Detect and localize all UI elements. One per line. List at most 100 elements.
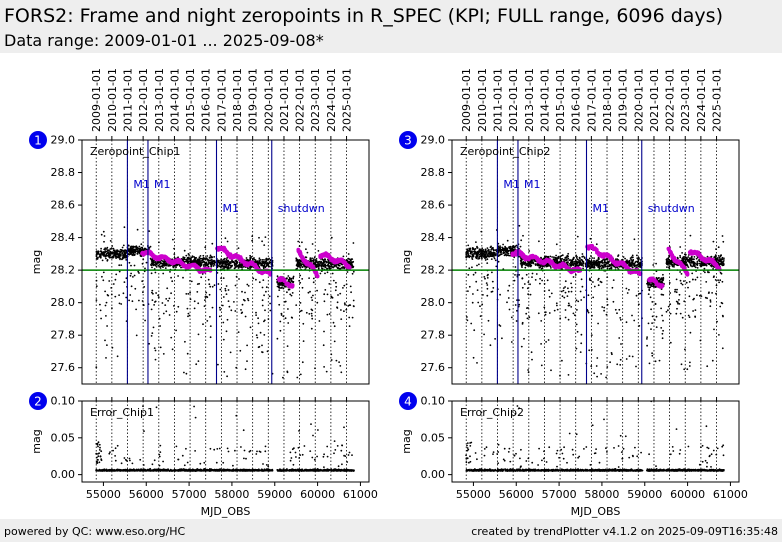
x-tick-label: 57000 bbox=[542, 488, 577, 501]
event-label: M1 bbox=[133, 178, 150, 191]
date-tick-label: 2012-01-01 bbox=[137, 68, 150, 132]
date-tick-label: 2022-01-01 bbox=[294, 68, 307, 132]
y-tick-label: 29.0 bbox=[421, 134, 446, 147]
date-tick-label: 2021-01-01 bbox=[278, 68, 291, 132]
y-tick-label: 27.6 bbox=[51, 361, 76, 374]
date-tick-label: 2009-01-01 bbox=[460, 68, 473, 132]
error-panel-2: 0.00 0.05 0.10 55000 56000 57000 58000 59000 600… bbox=[399, 392, 748, 518]
x-tick-label: 56000 bbox=[129, 488, 164, 501]
date-tick-label: 2012-01-01 bbox=[507, 68, 520, 132]
x-tick-label: 58000 bbox=[214, 488, 249, 501]
x-tick-label: 55000 bbox=[86, 488, 121, 501]
y-axis-label: mag bbox=[400, 250, 413, 274]
x-tick-label: 59000 bbox=[257, 488, 292, 501]
x-axis-label: MJD_OBS bbox=[201, 505, 251, 518]
y-tick-label: 28.0 bbox=[51, 296, 76, 309]
date-tick-label: 2025-01-01 bbox=[341, 68, 354, 132]
y-tick-label: 29.0 bbox=[51, 134, 76, 147]
date-tick-label: 2021-01-01 bbox=[648, 68, 661, 132]
plot-border bbox=[81, 400, 370, 483]
y-tick-label: 0.10 bbox=[421, 395, 446, 408]
y-axis-label: mag bbox=[30, 250, 43, 274]
date-tick-label: 2013-01-01 bbox=[153, 68, 166, 132]
y-tick-label: 0.05 bbox=[421, 431, 446, 444]
date-tick-label: 2016-01-01 bbox=[200, 68, 213, 132]
panel-badge bbox=[29, 392, 47, 410]
date-tick-label: 2018-01-01 bbox=[601, 68, 614, 132]
error-points bbox=[465, 400, 725, 472]
date-tick-label: 2025-01-01 bbox=[711, 68, 724, 132]
y-axis-label: mag bbox=[400, 429, 413, 453]
page-title: FORS2: Frame and night zeropoints in R_S… bbox=[4, 5, 723, 27]
plot-area bbox=[452, 401, 739, 482]
date-tick-label: 2018-01-01 bbox=[231, 68, 244, 132]
event-label: M1 bbox=[524, 178, 541, 191]
y-tick-label: 28.8 bbox=[51, 166, 76, 179]
date-tick-label: 2017-01-01 bbox=[215, 68, 228, 132]
event-label: shutdwn bbox=[278, 202, 325, 215]
date-tick-label: 2023-01-01 bbox=[679, 68, 692, 132]
x-tick-label: 60000 bbox=[300, 488, 335, 501]
y-tick-label: 28.2 bbox=[51, 264, 76, 277]
panel-badge-label: 2 bbox=[34, 395, 42, 409]
y-tick-label: 28.0 bbox=[421, 296, 446, 309]
y-tick-label: 27.6 bbox=[421, 361, 446, 374]
plot-border bbox=[81, 139, 370, 385]
date-tick-label: 2023-01-01 bbox=[309, 68, 322, 132]
y-tick-label: 28.4 bbox=[421, 231, 446, 244]
date-tick-label: 2011-01-01 bbox=[491, 68, 504, 132]
x-tick-label: 56000 bbox=[499, 488, 534, 501]
report-header: FORS2: Frame and night zeropoints in R_S… bbox=[0, 0, 782, 53]
footer-credit: powered by QC: www.eso.org/HC bbox=[4, 525, 186, 538]
date-tick-label: 2024-01-01 bbox=[325, 68, 338, 132]
y-tick-label: 0.10 bbox=[51, 395, 76, 408]
date-tick-label: 2022-01-01 bbox=[664, 68, 677, 132]
x-tick-label: 61000 bbox=[713, 488, 748, 501]
date-tick-label: 2015-01-01 bbox=[184, 68, 197, 132]
date-tick-label: 2016-01-01 bbox=[570, 68, 583, 132]
date-tick-label: 2009-01-01 bbox=[90, 68, 103, 132]
date-tick-label: 2013-01-01 bbox=[523, 68, 536, 132]
x-tick-label: 57000 bbox=[172, 488, 207, 501]
panel-badge-label: 1 bbox=[34, 134, 42, 148]
plot-border bbox=[451, 400, 740, 483]
y-tick-label: 0.05 bbox=[51, 431, 76, 444]
panel-label: Error_Chip1 bbox=[90, 406, 154, 419]
y-tick-label: 27.8 bbox=[421, 329, 446, 342]
footer-generator: created by trendPlotter v4.1.2 on 2025-0… bbox=[471, 525, 778, 538]
y-tick-label: 27.8 bbox=[51, 329, 76, 342]
date-tick-label: 2020-01-01 bbox=[262, 68, 275, 132]
y-tick-label: 0.00 bbox=[51, 468, 76, 481]
date-tick-label: 2014-01-01 bbox=[168, 68, 181, 132]
zeropoint-panel-2: 27.6 27.8 28.0 28.2 28.4 28.6 28.8 29.0 2009-01-… bbox=[399, 68, 740, 385]
x-tick-label: 58000 bbox=[584, 488, 619, 501]
x-tick-label: 59000 bbox=[627, 488, 662, 501]
panel-badge-label: 4 bbox=[404, 395, 412, 409]
page-subtitle: Data range: 2009-01-01 ... 2025-09-08* bbox=[4, 31, 324, 50]
date-tick-label: 2019-01-01 bbox=[617, 68, 630, 132]
date-tick-label: 2011-01-01 bbox=[121, 68, 134, 132]
date-tick-label: 2014-01-01 bbox=[538, 68, 551, 132]
date-tick-label: 2017-01-01 bbox=[585, 68, 598, 132]
event-label: M1 bbox=[503, 178, 520, 191]
panel-label: Zeropoint_Chip2 bbox=[460, 145, 551, 158]
panel-label: Error_Chip2 bbox=[460, 406, 524, 419]
x-tick-label: 55000 bbox=[456, 488, 491, 501]
panel-label: Zeropoint_Chip1 bbox=[90, 145, 181, 158]
date-tick-label: 2010-01-01 bbox=[476, 68, 489, 132]
zeropoint-panel-1: 27.6 27.8 28.0 28.2 28.4 28.6 28.8 29.0 2009-01-… bbox=[29, 68, 370, 385]
date-tick-label: 2020-01-01 bbox=[632, 68, 645, 132]
y-tick-label: 28.6 bbox=[421, 199, 446, 212]
panel-badge bbox=[399, 131, 417, 149]
date-tick-label: 2010-01-01 bbox=[106, 68, 119, 132]
y-tick-label: 0.00 bbox=[421, 468, 446, 481]
report-footer: powered by QC: www.eso.org/HC created by… bbox=[0, 519, 782, 542]
plot-border bbox=[451, 139, 740, 385]
y-tick-label: 28.8 bbox=[421, 166, 446, 179]
y-tick-label: 28.2 bbox=[421, 264, 446, 277]
panel-badge bbox=[399, 392, 417, 410]
y-axis-label: mag bbox=[30, 429, 43, 453]
x-tick-label: 61000 bbox=[343, 488, 378, 501]
y-tick-label: 28.4 bbox=[51, 231, 76, 244]
